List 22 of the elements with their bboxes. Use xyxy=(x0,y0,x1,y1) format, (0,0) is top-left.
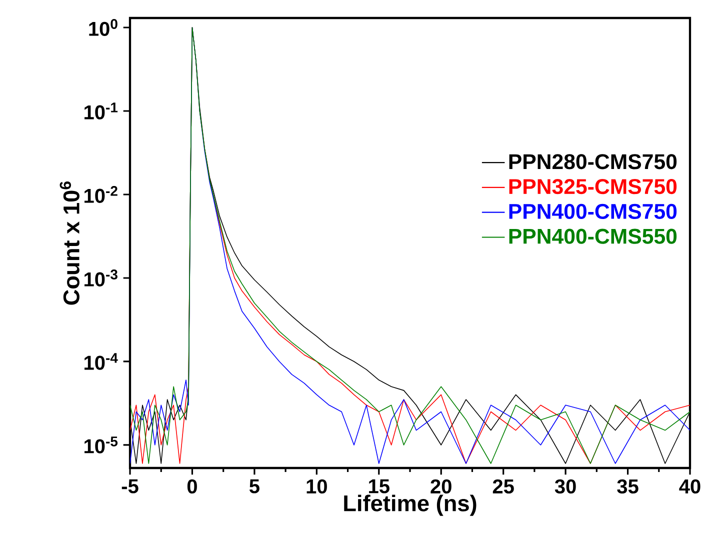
x-tick-label: 5 xyxy=(249,479,260,494)
x-axis-title: Lifetime (ns) xyxy=(344,494,476,516)
x-tick-label: 15 xyxy=(369,479,390,494)
x-tick-label: 10 xyxy=(306,479,327,494)
y-tick-label: 10$^{-1}$ xyxy=(84,102,118,120)
legend-label: PPN400-CMS550 xyxy=(509,228,677,244)
legend-label: PPN325-CMS750 xyxy=(509,179,677,194)
y-tick-label: 10$^{-3}$ xyxy=(84,270,118,286)
x-tick-label: 20 xyxy=(430,479,452,494)
y-tick-label: 10$^{0}$ xyxy=(89,19,118,36)
y-tick-label: 10$^{-5}$ xyxy=(84,436,118,454)
x-tick-label: 0 xyxy=(187,479,197,494)
x-tick-label: 30 xyxy=(554,479,576,494)
y-tick-label: 10$^{-2}$ xyxy=(84,186,118,203)
x-tick-label: 40 xyxy=(679,479,700,494)
x-tick-label: 25 xyxy=(492,479,514,494)
legend-label: PPN400-CMS750 xyxy=(509,204,677,219)
x-tick-label: 35 xyxy=(617,479,638,494)
y-tick-label: 10$^{-4}$ xyxy=(84,353,118,370)
y-axis-title: Count x 10$^{6}$ xyxy=(60,182,80,305)
legend-label: PPN280-CMS750 xyxy=(509,154,677,170)
x-tick-label: -5 xyxy=(122,479,138,494)
